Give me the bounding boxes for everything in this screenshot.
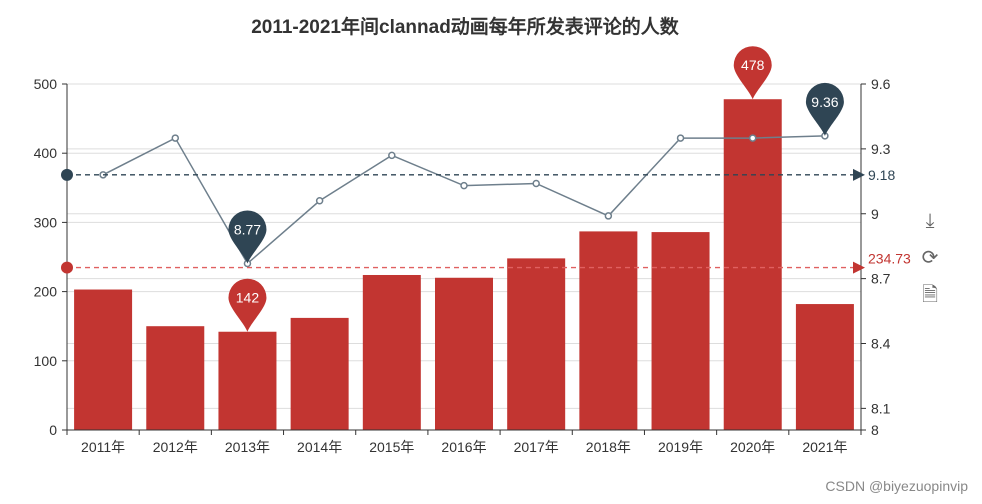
- bar: [579, 231, 638, 430]
- x-tick-label: 2019年: [658, 439, 703, 455]
- x-tick-label: 2012年: [153, 439, 198, 455]
- mark-point-pin: [805, 82, 844, 136]
- mark-point-pin: [733, 46, 772, 100]
- refresh-icon[interactable]: ⟳: [921, 247, 939, 269]
- y-left-tick-label: 300: [34, 214, 58, 230]
- mark-line-start: [61, 168, 73, 181]
- y-left-tick-label: 0: [49, 422, 57, 438]
- line-point: [748, 134, 757, 142]
- y-right-tick-label: 9.3: [871, 141, 891, 157]
- data-view-icon[interactable]: 🗎: [921, 284, 939, 306]
- bar: [290, 317, 349, 430]
- y-right-tick-label: 8.7: [871, 271, 891, 287]
- chart-title: 2011-2021年间clannad动画每年所发表评论的人数: [251, 17, 679, 38]
- bar: [723, 99, 782, 430]
- y-right-tick-label: 8.1: [871, 400, 891, 416]
- line-point: [388, 151, 396, 160]
- mark-line-label: 9.18: [868, 167, 895, 183]
- mark-line-arrow: [853, 261, 865, 274]
- y-left-tick-label: 200: [34, 284, 58, 300]
- y-right-tick-label: 8: [871, 422, 879, 438]
- mark-point-pin: [228, 278, 267, 332]
- y-left-tick-label: 100: [34, 353, 58, 369]
- bar: [507, 258, 566, 430]
- line-point: [676, 134, 685, 142]
- x-tick-label: 2016年: [441, 439, 486, 455]
- y-left-tick-label: 500: [34, 76, 58, 92]
- x-tick-label: 2013年: [225, 439, 270, 455]
- y-left-tick-label: 400: [34, 145, 58, 161]
- bar: [651, 232, 710, 430]
- x-tick-label: 2017年: [514, 439, 559, 455]
- mark-line-start: [61, 261, 73, 274]
- x-tick-label: 2014年: [297, 439, 342, 455]
- mark-point-label: 478: [741, 57, 765, 73]
- line-point: [315, 197, 324, 205]
- x-tick-label: 2021年: [802, 439, 847, 455]
- line-series: [102, 135, 825, 265]
- mark-point-pin: [228, 210, 267, 264]
- mark-point-label: 9.36: [811, 94, 838, 110]
- mark-point-label: 142: [236, 290, 260, 306]
- bar: [74, 289, 133, 430]
- y-right-tick-label: 9: [871, 206, 879, 222]
- line-point: [171, 134, 180, 142]
- line-point: [532, 179, 540, 188]
- line-point: [604, 212, 613, 220]
- download-icon[interactable]: ⤓: [925, 210, 935, 232]
- line-point: [460, 181, 468, 190]
- bar: [362, 274, 421, 430]
- x-tick-label: 2015年: [369, 439, 414, 455]
- y-right-tick-label: 8.4: [871, 336, 891, 352]
- mark-line-label: 234.73: [868, 251, 911, 267]
- x-tick-label: 2020年: [730, 439, 775, 455]
- bar: [795, 304, 854, 430]
- bar: [218, 331, 277, 430]
- mark-line-arrow: [853, 168, 865, 181]
- bar: [146, 326, 205, 430]
- watermark: CSDN @biyezuopinvip: [825, 478, 968, 494]
- x-tick-label: 2018年: [586, 439, 631, 455]
- bar: [435, 277, 493, 430]
- mark-point-label: 8.77: [234, 221, 261, 237]
- y-right-tick-label: 9.6: [871, 76, 891, 92]
- x-tick-label: 2011年: [81, 439, 125, 455]
